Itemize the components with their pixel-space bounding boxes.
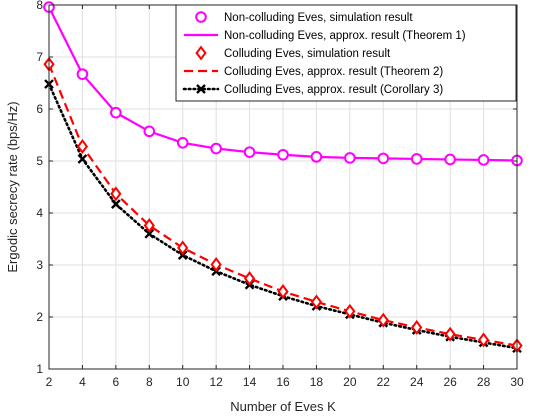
y-tick-label: 4 bbox=[36, 206, 43, 220]
data-point bbox=[111, 199, 121, 210]
data-point bbox=[377, 152, 390, 165]
y-tick-label: 7 bbox=[36, 50, 43, 64]
legend-item: Non-colluding Eves, simulation result bbox=[195, 11, 413, 24]
data-point bbox=[444, 326, 456, 342]
data-point bbox=[110, 186, 122, 202]
x-tick-label: 4 bbox=[79, 375, 86, 389]
legend-item: Non-colluding Eves, approx. result (Theo… bbox=[184, 30, 466, 42]
data-point bbox=[410, 153, 423, 165]
y-tick-label: 3 bbox=[36, 258, 43, 272]
x-tick-label: 30 bbox=[510, 375, 524, 389]
y-tick-label: 6 bbox=[36, 102, 43, 116]
legend-item: Colluding Eves, approx. result (Theorem … bbox=[184, 66, 443, 78]
x-tick-label: 22 bbox=[377, 375, 391, 389]
x-tick-label: 24 bbox=[410, 375, 424, 389]
legend-marker bbox=[195, 45, 207, 61]
data-point bbox=[344, 152, 356, 164]
legend: Non-colluding Eves, simulation result Non… bbox=[175, 4, 517, 102]
data-point bbox=[310, 294, 323, 310]
x-tick-label: 20 bbox=[343, 375, 357, 389]
legend-label: Colluding Eves, simulation result bbox=[224, 48, 391, 60]
legend-item: Colluding Eves, approx. result (Corollar… bbox=[182, 84, 443, 96]
y-tick-label: 1 bbox=[36, 362, 43, 376]
data-point bbox=[243, 146, 256, 158]
x-tick-label: 6 bbox=[113, 375, 120, 389]
legend-label: Non-colluding Eves, simulation result bbox=[224, 12, 413, 24]
x-tick-label: 26 bbox=[443, 375, 457, 389]
data-point bbox=[210, 142, 222, 155]
data-point bbox=[477, 154, 490, 166]
legend-marker bbox=[196, 84, 206, 94]
data-point bbox=[76, 138, 89, 154]
data-point bbox=[277, 284, 289, 299]
legend-label: Colluding Eves, approx. result (Theorem … bbox=[224, 66, 443, 78]
y-axis-title: Ergodic secrecy rate (bps/Hz) bbox=[5, 101, 20, 272]
data-point bbox=[143, 218, 155, 233]
legend-label: Non-colluding Eves, approx. result (Theo… bbox=[224, 30, 466, 42]
x-tick-label: 2 bbox=[46, 375, 53, 389]
x-tick-label: 10 bbox=[176, 375, 190, 389]
y-tick-label: 8 bbox=[36, 0, 43, 12]
data-point bbox=[143, 125, 156, 138]
x-tick-label: 12 bbox=[209, 375, 223, 389]
data-point bbox=[77, 154, 88, 164]
data-point bbox=[243, 271, 256, 286]
x-axis-title: Number of Eves K bbox=[230, 399, 336, 414]
x-tick-label: 14 bbox=[243, 375, 257, 389]
data-point bbox=[210, 257, 222, 272]
data-point bbox=[411, 319, 423, 335]
x-tick-label: 8 bbox=[146, 375, 153, 389]
data-point bbox=[110, 106, 122, 119]
data-point bbox=[177, 240, 189, 256]
y-tick-label: 5 bbox=[36, 154, 43, 168]
legend-marker bbox=[195, 11, 207, 23]
legend-box bbox=[175, 4, 517, 102]
data-point bbox=[477, 332, 490, 348]
data-point bbox=[344, 303, 356, 319]
data-point bbox=[277, 148, 289, 161]
x-tick-label: 18 bbox=[310, 375, 324, 389]
y-tick-label: 2 bbox=[36, 310, 43, 324]
legend-item: Colluding Eves, simulation result bbox=[195, 45, 391, 61]
data-point bbox=[444, 153, 456, 166]
data-point bbox=[310, 151, 323, 163]
x-tick-label: 16 bbox=[276, 375, 290, 389]
data-point bbox=[377, 312, 389, 328]
x-tick-label: 28 bbox=[477, 375, 491, 389]
series-layer bbox=[43, 1, 523, 354]
data-point bbox=[76, 68, 89, 80]
legend-label: Colluding Eves, approx. result (Corollar… bbox=[224, 84, 443, 96]
data-point bbox=[176, 137, 189, 149]
data-point bbox=[144, 228, 155, 239]
